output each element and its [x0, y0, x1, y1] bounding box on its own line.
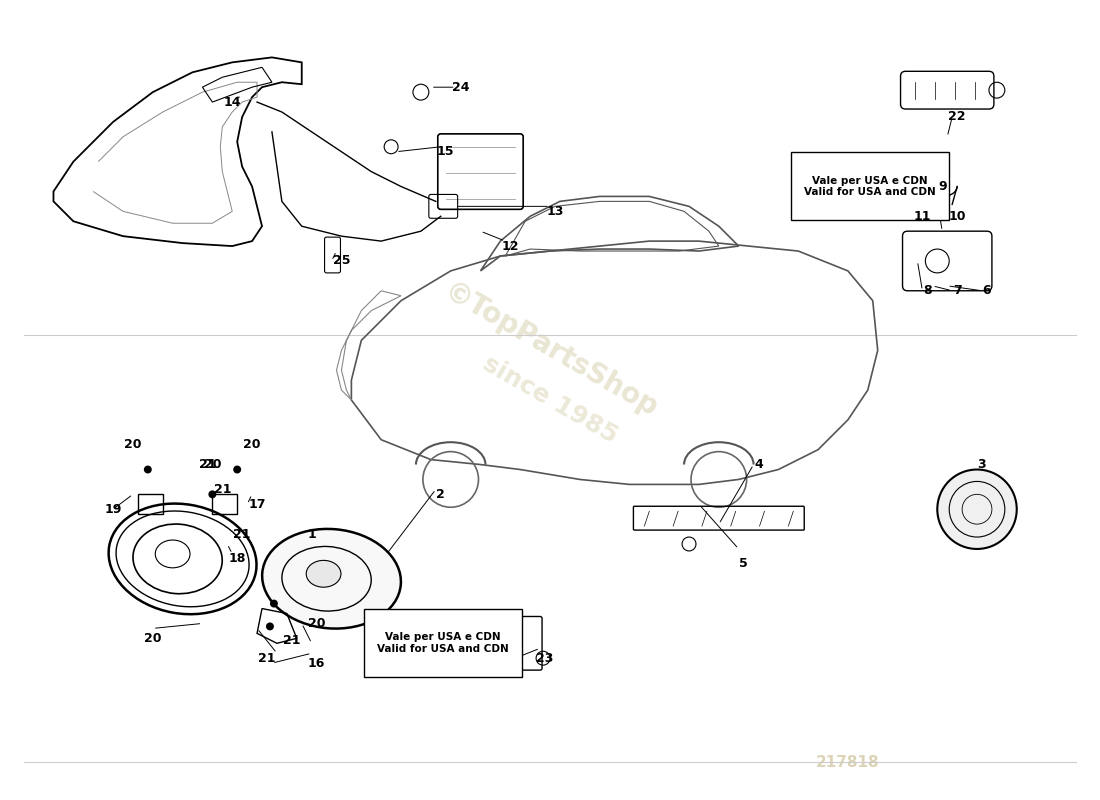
Text: 20: 20 [308, 617, 326, 630]
Text: 20: 20 [204, 458, 221, 471]
Text: 2: 2 [437, 488, 446, 501]
Text: 22: 22 [948, 110, 966, 123]
Text: 4: 4 [755, 458, 763, 471]
Text: Vale per USA e CDN
Valid for USA and CDN: Vale per USA e CDN Valid for USA and CDN [804, 176, 936, 198]
Circle shape [144, 466, 152, 474]
Text: 17: 17 [249, 498, 266, 510]
Text: 20: 20 [144, 632, 162, 645]
Ellipse shape [262, 529, 400, 629]
Text: 24: 24 [452, 81, 470, 94]
Text: 21: 21 [233, 527, 251, 541]
FancyBboxPatch shape [364, 609, 522, 677]
Circle shape [266, 622, 274, 630]
Text: 9: 9 [938, 180, 947, 193]
Text: 217818: 217818 [816, 755, 880, 770]
Text: 21: 21 [258, 652, 276, 665]
Text: 23: 23 [537, 652, 553, 665]
Text: 5: 5 [739, 558, 748, 570]
Ellipse shape [306, 560, 341, 587]
Text: 21: 21 [199, 458, 216, 471]
Text: 15: 15 [437, 146, 454, 158]
Text: 6: 6 [982, 284, 991, 298]
Text: 19: 19 [104, 502, 122, 516]
Text: ©TopPartsShop: ©TopPartsShop [438, 278, 662, 423]
Text: 21: 21 [213, 483, 231, 496]
Text: 21: 21 [283, 634, 300, 647]
Text: 20: 20 [124, 438, 142, 451]
Text: since 1985: since 1985 [478, 352, 622, 448]
Text: 7: 7 [953, 284, 961, 298]
Text: 1: 1 [307, 527, 316, 541]
Text: 20: 20 [243, 438, 261, 451]
Text: 16: 16 [308, 657, 326, 670]
Circle shape [208, 490, 217, 498]
Text: 11: 11 [914, 210, 931, 222]
Circle shape [937, 470, 1016, 549]
Text: 14: 14 [223, 95, 241, 109]
Text: 25: 25 [332, 254, 350, 267]
Text: 18: 18 [229, 552, 246, 566]
Text: Vale per USA e CDN
Valid for USA and CDN: Vale per USA e CDN Valid for USA and CDN [377, 633, 508, 654]
Circle shape [233, 466, 241, 474]
Text: 8: 8 [923, 284, 932, 298]
Text: 12: 12 [502, 239, 519, 253]
Text: 3: 3 [978, 458, 987, 471]
Text: 10: 10 [948, 210, 966, 222]
Text: 13: 13 [547, 205, 563, 218]
FancyBboxPatch shape [791, 152, 949, 220]
Circle shape [270, 600, 278, 607]
